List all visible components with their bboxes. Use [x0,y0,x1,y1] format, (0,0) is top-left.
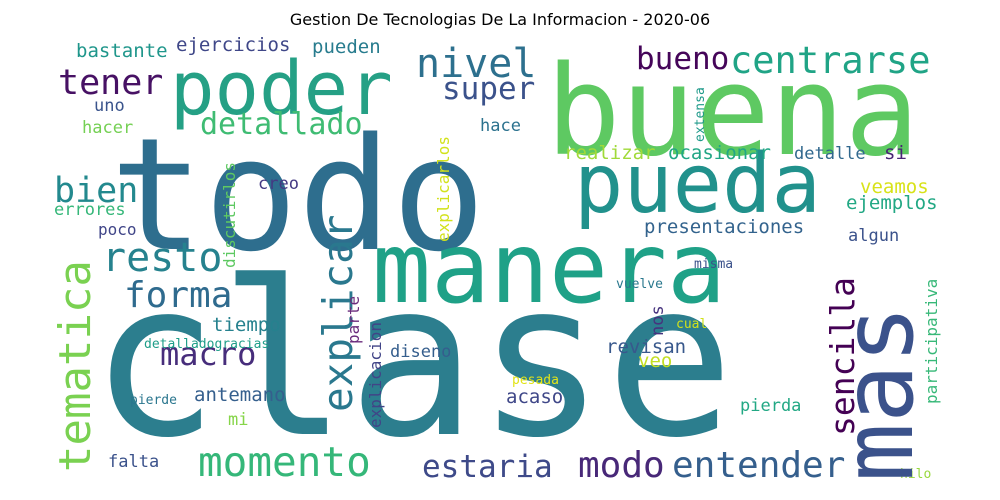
word-presentaciones: presentaciones [644,216,805,238]
word-mi: mi [228,410,249,430]
word-super: super [442,71,536,107]
word-veamos: veamos [860,176,929,198]
word-nos: nos [648,305,668,336]
word-nivel: nivel [416,41,537,87]
word-clase: clase [90,236,735,485]
word-ejercicios: ejercicios [176,34,291,56]
word-diseno: diseno [390,342,452,362]
word-detallado: detallado [200,107,363,142]
word-falta: falta [108,452,160,472]
word-bastante: bastante [76,40,168,62]
word-forma: forma [124,275,233,316]
word-buena: buena [546,40,920,184]
word-antemano: antemano [194,384,286,406]
word-cual: cual [676,317,708,332]
word-pierda: pierda [740,396,802,416]
word-momento: momento [198,438,371,486]
word-estaria: estaria [422,449,553,485]
word-extensa: extensa [693,87,708,142]
word-hacer: hacer [82,118,134,138]
word-cloud: clase todo buena manera pueda poder mome… [50,36,950,492]
word-detalladogracias: detalladogracias [144,337,270,352]
word-bien: bien [54,171,139,211]
word-hilo: hilo [900,467,932,482]
word-creo: creo [258,174,299,194]
word-detalle: detalle [794,144,866,164]
word-tiempo: tiempo [212,314,281,336]
word-discutirlos: discutirlos [220,162,239,268]
word-pierde: pierde [130,393,177,408]
word-errores: errores [54,200,126,220]
word-tematica: tematica [50,260,101,472]
word-resto: resto [102,235,223,281]
word-modo: modo [578,445,665,486]
word-vuelve: vuelve [616,277,663,292]
word-hace: hace [480,116,521,136]
word-manera: manera [372,212,727,326]
word-uno: uno [94,96,125,116]
word-pueden: pueden [312,36,381,58]
word-ejemplos: ejemplos [846,192,938,214]
word-parte: parte [344,295,363,344]
word-todo: todo [110,104,486,286]
chart-title: Gestion De Tecnologias De La Informacion… [289,10,711,29]
word-sencilla: sencilla [823,277,862,436]
word-acaso: acaso [506,386,564,408]
word-bueno: bueno [636,41,730,77]
word-realizar: realizar [564,142,656,164]
word-explicacion: explicacion [366,322,385,428]
word-veo: veo [638,350,673,372]
word-participativa: participativa [922,278,941,404]
word-si: si [884,142,907,164]
word-ocasionar: ocasionar [668,142,771,164]
word-entender: entender [672,445,846,486]
word-tener: tener [58,63,164,103]
word-poco: poco [98,220,137,239]
word-misma: misma [694,257,734,272]
word-explicarlos: explicarlos [434,136,453,242]
word-algun: algun [848,226,900,246]
word-pesada: pesada [512,373,559,388]
word-pueda: pueda [574,137,821,232]
word-macro: macro [160,335,257,373]
word-centrarse: centrarse [730,39,931,82]
word-poder: poder [170,46,393,132]
word-revisan: revisan [606,336,687,358]
